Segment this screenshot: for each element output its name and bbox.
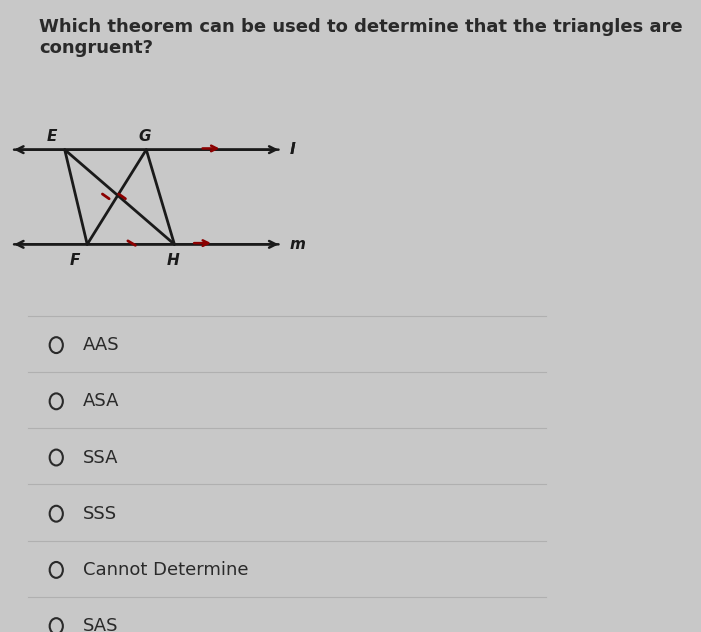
Text: m: m [290,237,306,252]
Text: ASA: ASA [83,392,120,410]
Text: H: H [166,253,179,269]
Text: G: G [138,129,151,143]
Text: l: l [290,142,295,157]
Text: l: l [290,142,295,157]
Text: SSS: SSS [83,505,117,523]
Text: Cannot Determine: Cannot Determine [83,561,249,579]
Text: Which theorem can be used to determine that the triangles are
congruent?: Which theorem can be used to determine t… [39,18,683,57]
Text: AAS: AAS [83,336,120,354]
Text: E: E [47,129,57,143]
Text: SAS: SAS [83,617,118,632]
Text: SSA: SSA [83,449,118,466]
Text: F: F [69,253,80,269]
